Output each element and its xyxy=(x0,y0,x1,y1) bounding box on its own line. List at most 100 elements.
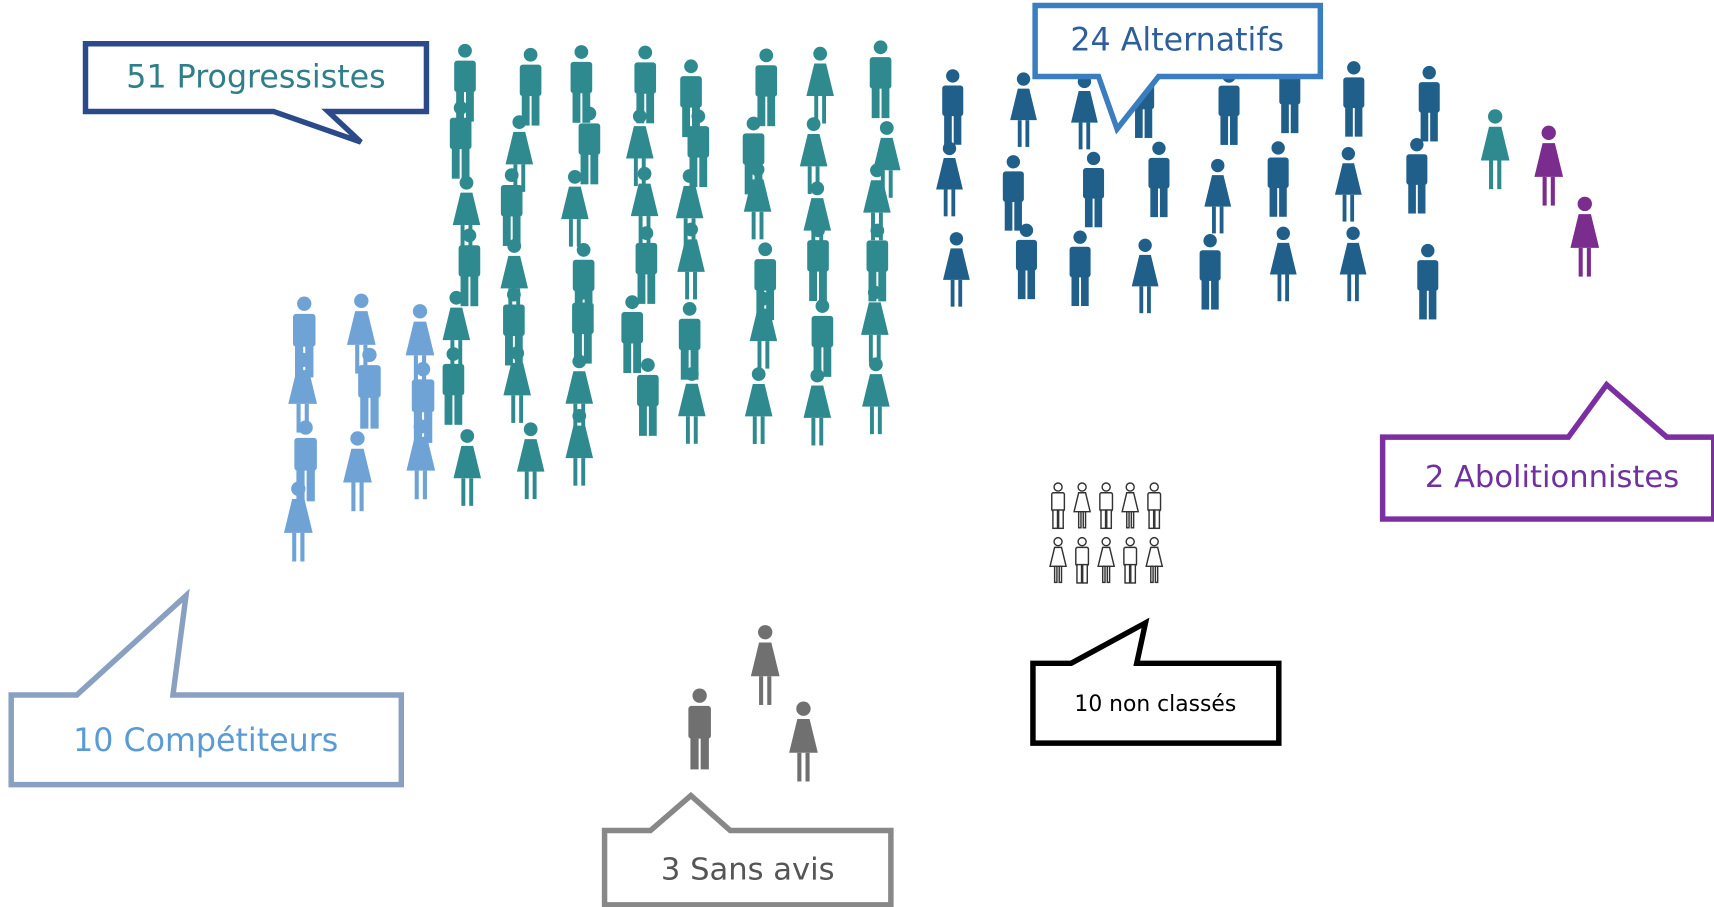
leg xyxy=(1124,563,1131,584)
torso xyxy=(503,304,525,336)
head xyxy=(758,625,773,640)
leg xyxy=(943,189,948,217)
leg xyxy=(1094,196,1103,228)
head xyxy=(291,481,306,496)
person-icon xyxy=(1069,230,1091,307)
person-icon xyxy=(942,69,964,145)
head xyxy=(758,242,773,257)
leg xyxy=(1017,120,1022,147)
head xyxy=(572,408,587,423)
head xyxy=(1138,238,1152,253)
person-icon xyxy=(1099,482,1114,530)
torso xyxy=(755,65,778,97)
leg xyxy=(811,417,816,446)
leg xyxy=(815,166,820,194)
torso xyxy=(1083,167,1105,199)
head xyxy=(582,106,597,121)
torso xyxy=(866,240,889,272)
person-icon xyxy=(799,117,828,194)
dress xyxy=(943,248,970,280)
head xyxy=(1488,109,1503,124)
person-icon xyxy=(343,431,372,512)
torso xyxy=(1075,546,1090,567)
head xyxy=(873,40,888,55)
leg xyxy=(1101,565,1106,584)
person-icon xyxy=(637,358,659,436)
dress xyxy=(861,302,889,335)
leg xyxy=(568,219,573,247)
head xyxy=(504,168,519,183)
leg xyxy=(359,482,364,512)
head xyxy=(625,295,640,310)
head xyxy=(458,43,472,58)
person-icon xyxy=(866,223,889,302)
leg xyxy=(888,170,893,198)
head xyxy=(507,239,522,253)
dress xyxy=(516,439,545,472)
person-icon xyxy=(1418,65,1440,142)
person-icon xyxy=(1131,238,1159,314)
leg xyxy=(877,406,882,435)
leg xyxy=(881,86,890,119)
dress xyxy=(565,371,594,404)
leg xyxy=(1147,286,1151,314)
leg xyxy=(1347,274,1352,302)
dress xyxy=(675,185,704,219)
torso xyxy=(807,240,829,272)
leg xyxy=(580,152,589,185)
dress xyxy=(799,133,828,167)
person-icon xyxy=(1071,74,1098,150)
dress xyxy=(1269,242,1297,275)
leg xyxy=(424,410,433,443)
leg xyxy=(508,288,513,316)
callout-label: 3 Sans avis xyxy=(661,852,835,887)
torso xyxy=(1099,492,1114,512)
person-icon xyxy=(1480,109,1510,190)
leg xyxy=(1148,509,1155,530)
leg xyxy=(958,279,963,307)
leg xyxy=(1139,286,1144,314)
torso xyxy=(1123,546,1138,567)
head xyxy=(815,299,830,313)
leg xyxy=(1130,510,1135,529)
leg xyxy=(304,403,309,433)
leg xyxy=(744,162,753,195)
dress xyxy=(803,198,832,231)
torso xyxy=(1199,250,1221,281)
leg xyxy=(1220,114,1229,145)
person-icon xyxy=(1269,226,1297,302)
leg xyxy=(757,341,762,369)
dress xyxy=(789,718,818,753)
person-icon xyxy=(503,346,531,423)
torso xyxy=(1015,239,1037,271)
dress xyxy=(500,255,529,289)
callout-label: 24 Alternatifs xyxy=(1070,23,1284,59)
leg xyxy=(1419,288,1427,320)
head xyxy=(756,291,771,306)
leg xyxy=(300,532,305,562)
head xyxy=(459,175,474,190)
dress xyxy=(1145,546,1164,568)
head xyxy=(412,304,428,319)
person-icon xyxy=(1010,72,1037,147)
head xyxy=(1019,223,1034,238)
head xyxy=(446,347,461,361)
torso xyxy=(1002,171,1024,202)
head xyxy=(523,47,538,62)
leg xyxy=(519,395,524,423)
leg xyxy=(1154,509,1161,530)
head xyxy=(1203,234,1217,248)
leg xyxy=(1106,565,1111,584)
torso xyxy=(634,62,657,94)
head xyxy=(637,166,652,181)
leg xyxy=(757,94,766,127)
person-icon xyxy=(1145,536,1164,584)
leg xyxy=(1100,509,1107,530)
person-icon xyxy=(288,352,318,433)
dress xyxy=(873,137,901,171)
leg xyxy=(1279,186,1287,217)
dress xyxy=(1204,175,1232,207)
person-icon xyxy=(861,285,889,363)
torso xyxy=(687,126,710,158)
person-icon xyxy=(1148,141,1170,218)
